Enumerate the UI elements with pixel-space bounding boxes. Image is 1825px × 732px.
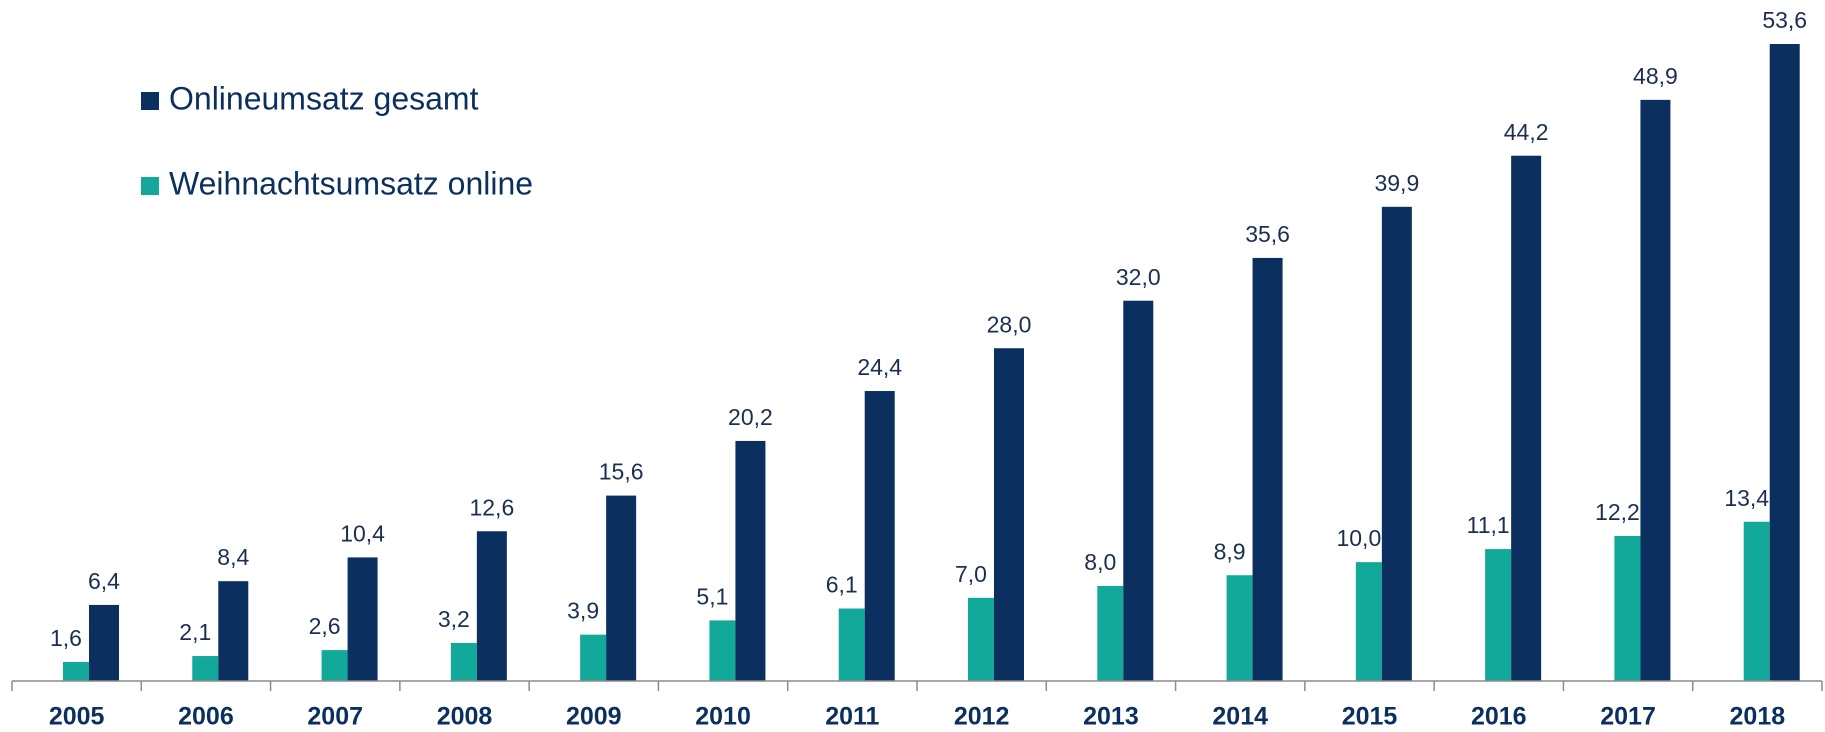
x-tick-label: 2012 [954, 703, 1010, 731]
value-label: 8,4 [217, 544, 249, 570]
legend-swatch [141, 92, 159, 110]
bar [994, 348, 1024, 681]
x-tick-label: 2013 [1083, 703, 1139, 731]
bar [1485, 549, 1512, 681]
x-tick-label: 2007 [307, 703, 363, 731]
value-label: 13,4 [1724, 485, 1769, 511]
x-tick-label: 2015 [1342, 703, 1398, 731]
bar [89, 604, 119, 681]
value-label: 48,9 [1633, 63, 1678, 89]
x-tick-label: 2006 [178, 703, 234, 731]
bar [1511, 155, 1542, 681]
bar [321, 650, 348, 681]
x-tick-label: 2009 [566, 703, 622, 731]
value-label: 35,6 [1245, 221, 1290, 247]
bar [347, 557, 378, 681]
bar [1355, 562, 1382, 681]
bar [1640, 99, 1671, 682]
value-label: 6,4 [88, 568, 120, 594]
x-tick-label: 2017 [1600, 703, 1656, 731]
value-label: 3,2 [438, 606, 470, 632]
value-label: 2,6 [309, 613, 341, 639]
bar [450, 642, 477, 681]
bar [1226, 575, 1253, 681]
bar [838, 608, 865, 681]
x-tick-label: 2008 [437, 703, 493, 731]
bar [476, 531, 507, 681]
value-label: 24,4 [857, 354, 902, 380]
bar [1123, 300, 1154, 681]
legend-swatch [141, 177, 159, 195]
value-label: 39,9 [1374, 170, 1419, 196]
value-label: 15,6 [599, 459, 644, 485]
x-tick-label: 2005 [49, 703, 105, 731]
value-label: 32,0 [1116, 264, 1161, 290]
value-label: 3,9 [567, 598, 599, 624]
bar [63, 661, 89, 681]
value-label: 7,0 [955, 561, 987, 587]
bar [864, 391, 895, 681]
legend-label: Onlineumsatz gesamt [169, 80, 479, 116]
x-tick-label: 2010 [695, 703, 751, 731]
bar [1097, 585, 1124, 681]
value-label: 1,6 [50, 625, 82, 651]
bar [1743, 521, 1770, 681]
value-label: 10,0 [1336, 525, 1381, 551]
value-label: 44,2 [1504, 119, 1549, 145]
bar [580, 634, 607, 681]
bar [1769, 44, 1800, 681]
x-tick-label: 2011 [825, 703, 879, 731]
value-label: 20,2 [728, 404, 773, 430]
value-label: 8,0 [1084, 549, 1116, 575]
bar [968, 597, 994, 681]
value-label: 6,1 [826, 572, 858, 598]
x-tick-label: 2016 [1471, 703, 1527, 731]
bar [1252, 257, 1283, 681]
value-label: 10,4 [340, 520, 385, 546]
bar [1381, 206, 1412, 681]
value-label: 2,1 [179, 619, 211, 645]
bar [218, 581, 249, 681]
value-label: 11,1 [1467, 512, 1510, 538]
bar [735, 440, 766, 681]
x-tick-label: 2014 [1212, 703, 1268, 731]
legend-label: Weihnachtsumsatz online [169, 165, 533, 201]
value-label: 5,1 [696, 583, 728, 609]
bar [709, 620, 736, 681]
x-tick-label: 2018 [1730, 703, 1786, 731]
bar [192, 656, 219, 681]
value-label: 12,2 [1595, 499, 1640, 525]
bar [1614, 536, 1641, 681]
value-label: 12,6 [469, 494, 514, 520]
value-label: 28,0 [987, 311, 1032, 337]
value-label: 53,6 [1762, 7, 1807, 33]
value-label: 8,9 [1214, 538, 1246, 564]
bar [606, 495, 637, 681]
